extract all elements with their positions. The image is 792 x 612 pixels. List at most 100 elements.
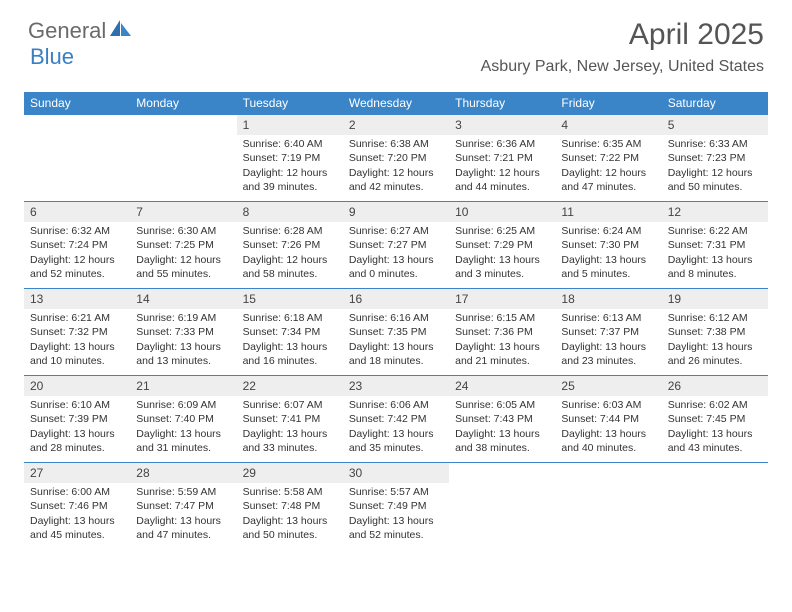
day-number: 2 [349,117,443,133]
day-cell: 22Sunrise: 6:07 AMSunset: 7:41 PMDayligh… [237,376,343,462]
day-number-bar: 5 [662,115,768,135]
day-cell: 18Sunrise: 6:13 AMSunset: 7:37 PMDayligh… [555,289,661,375]
day-body: Sunrise: 6:32 AMSunset: 7:24 PMDaylight:… [24,222,130,287]
day-body: Sunrise: 5:59 AMSunset: 7:47 PMDaylight:… [130,483,236,548]
weekday-sunday: Sunday [24,92,130,114]
daylight-line: Daylight: 13 hours and 0 minutes. [349,253,443,281]
sunset-line: Sunset: 7:41 PM [243,412,337,426]
sunset-line: Sunset: 7:29 PM [455,238,549,252]
day-number: 4 [561,117,655,133]
sunset-line: Sunset: 7:31 PM [668,238,762,252]
day-number: 12 [668,204,762,220]
day-number-bar: 29 [237,463,343,483]
day-cell: 12Sunrise: 6:22 AMSunset: 7:31 PMDayligh… [662,202,768,288]
sunset-line: Sunset: 7:35 PM [349,325,443,339]
day-number: 16 [349,291,443,307]
day-number: 28 [136,465,230,481]
sunset-line: Sunset: 7:46 PM [30,499,124,513]
day-number-bar: 23 [343,376,449,396]
day-number: 6 [30,204,124,220]
sunset-line: Sunset: 7:24 PM [30,238,124,252]
day-body: Sunrise: 6:16 AMSunset: 7:35 PMDaylight:… [343,309,449,374]
day-body: Sunrise: 5:58 AMSunset: 7:48 PMDaylight:… [237,483,343,548]
sunset-line: Sunset: 7:23 PM [668,151,762,165]
weekday-saturday: Saturday [662,92,768,114]
day-cell: 27Sunrise: 6:00 AMSunset: 7:46 PMDayligh… [24,463,130,549]
day-number-bar: 25 [555,376,661,396]
calendar: Sunday Monday Tuesday Wednesday Thursday… [24,92,768,549]
weekday-wednesday: Wednesday [343,92,449,114]
day-number-bar: 4 [555,115,661,135]
sunrise-line: Sunrise: 6:05 AM [455,398,549,412]
sunrise-line: Sunrise: 6:16 AM [349,311,443,325]
daylight-line: Daylight: 13 hours and 40 minutes. [561,427,655,455]
daylight-line: Daylight: 12 hours and 42 minutes. [349,166,443,194]
week-row: 20Sunrise: 6:10 AMSunset: 7:39 PMDayligh… [24,375,768,462]
day-number: 18 [561,291,655,307]
day-cell: 11Sunrise: 6:24 AMSunset: 7:30 PMDayligh… [555,202,661,288]
day-number: 30 [349,465,443,481]
day-cell: 13Sunrise: 6:21 AMSunset: 7:32 PMDayligh… [24,289,130,375]
day-number: 23 [349,378,443,394]
day-number-bar: 9 [343,202,449,222]
sunrise-line: Sunrise: 6:36 AM [455,137,549,151]
daylight-line: Daylight: 13 hours and 10 minutes. [30,340,124,368]
day-number-bar: 19 [662,289,768,309]
day-cell [24,115,130,201]
day-number: 5 [668,117,762,133]
sunrise-line: Sunrise: 6:12 AM [668,311,762,325]
sunrise-line: Sunrise: 6:15 AM [455,311,549,325]
sunset-line: Sunset: 7:19 PM [243,151,337,165]
day-number: 29 [243,465,337,481]
day-cell: 9 Sunrise: 6:27 AMSunset: 7:27 PMDaylight… [343,202,449,288]
day-number: 9 [349,204,443,220]
daylight-line: Daylight: 13 hours and 3 minutes. [455,253,549,281]
day-body: Sunrise: 6:38 AMSunset: 7:20 PMDaylight:… [343,135,449,200]
day-body: Sunrise: 6:10 AMSunset: 7:39 PMDaylight:… [24,396,130,461]
daylight-line: Daylight: 13 hours and 38 minutes. [455,427,549,455]
daylight-line: Daylight: 13 hours and 52 minutes. [349,514,443,542]
day-body: Sunrise: 6:27 AMSunset: 7:27 PMDaylight:… [343,222,449,287]
day-number: 21 [136,378,230,394]
daylight-line: Daylight: 13 hours and 45 minutes. [30,514,124,542]
daylight-line: Daylight: 13 hours and 16 minutes. [243,340,337,368]
day-cell: 17Sunrise: 6:15 AMSunset: 7:36 PMDayligh… [449,289,555,375]
sunset-line: Sunset: 7:30 PM [561,238,655,252]
daylight-line: Daylight: 12 hours and 52 minutes. [30,253,124,281]
day-number-bar: 8 [237,202,343,222]
day-cell [555,463,661,549]
day-cell: 7Sunrise: 6:30 AMSunset: 7:25 PMDaylight… [130,202,236,288]
day-number: 22 [243,378,337,394]
day-body: Sunrise: 6:36 AMSunset: 7:21 PMDaylight:… [449,135,555,200]
sunset-line: Sunset: 7:21 PM [455,151,549,165]
day-cell: 5 Sunrise: 6:33 AMSunset: 7:23 PMDaylight… [662,115,768,201]
day-body: Sunrise: 6:24 AMSunset: 7:30 PMDaylight:… [555,222,661,287]
daylight-line: Daylight: 13 hours and 21 minutes. [455,340,549,368]
day-number-bar: 13 [24,289,130,309]
weekday-tuesday: Tuesday [237,92,343,114]
day-cell [449,463,555,549]
sunrise-line: Sunrise: 6:19 AM [136,311,230,325]
day-number-bar: 30 [343,463,449,483]
daylight-line: Daylight: 13 hours and 31 minutes. [136,427,230,455]
sunrise-line: Sunrise: 6:21 AM [30,311,124,325]
daylight-line: Daylight: 13 hours and 35 minutes. [349,427,443,455]
sunset-line: Sunset: 7:44 PM [561,412,655,426]
weekday-thursday: Thursday [449,92,555,114]
day-cell [130,115,236,201]
day-cell: 29 Sunrise: 5:58 AMSunset: 7:48 PMDayligh… [237,463,343,549]
day-cell: 15 Sunrise: 6:18 AMSunset: 7:34 PMDayligh… [237,289,343,375]
day-number: 15 [243,291,337,307]
day-body: Sunrise: 6:30 AMSunset: 7:25 PMDaylight:… [130,222,236,287]
day-cell: 16 Sunrise: 6:16 AMSunset: 7:35 PMDayligh… [343,289,449,375]
day-body: Sunrise: 6:18 AMSunset: 7:34 PMDaylight:… [237,309,343,374]
day-number-bar: 26 [662,376,768,396]
day-number-bar: 20 [24,376,130,396]
logo: General [28,18,134,44]
sunrise-line: Sunrise: 6:13 AM [561,311,655,325]
sunrise-line: Sunrise: 6:03 AM [561,398,655,412]
day-body: Sunrise: 6:25 AMSunset: 7:29 PMDaylight:… [449,222,555,287]
day-number: 14 [136,291,230,307]
day-number-bar: 18 [555,289,661,309]
day-body: Sunrise: 6:33 AMSunset: 7:23 PMDaylight:… [662,135,768,200]
